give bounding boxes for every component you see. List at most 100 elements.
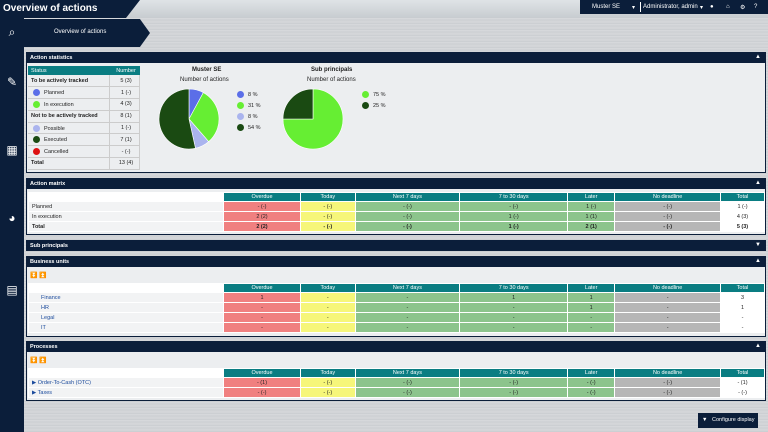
table-cell[interactable]: - (-) — [223, 201, 301, 212]
table-cell[interactable]: - — [719, 312, 766, 323]
table-cell[interactable]: - (-) — [719, 387, 766, 398]
table-cell[interactable]: - (-) — [459, 387, 569, 398]
pie-slice — [282, 88, 314, 120]
table-row: ▶ Taxes - (-) - (-) - (-) - (-) - (-) - (-) - (… — [28, 387, 766, 398]
table-cell[interactable]: - — [459, 302, 569, 313]
table-cell[interactable]: 1 (1) — [567, 211, 616, 222]
table-cell[interactable]: - — [719, 322, 766, 333]
top-bar — [0, 0, 768, 18]
table-cell[interactable]: - (-) — [299, 387, 356, 398]
table-cell[interactable]: 1 — [567, 292, 616, 303]
table-cell[interactable]: - — [223, 302, 301, 313]
table-cell[interactable]: 2 (2) — [223, 211, 301, 222]
column-header: Later — [567, 368, 616, 378]
table-cell[interactable]: 5 (3) — [719, 221, 766, 232]
table-row: HR - - - -1-1 — [28, 302, 766, 313]
home-icon[interactable]: ⌂ — [726, 4, 730, 10]
report-icon[interactable]: ▤ — [6, 283, 18, 297]
table-cell[interactable]: - — [223, 312, 301, 323]
expand-collapse-icons[interactable]: ⏬ ⏫ — [30, 358, 47, 364]
table-cell[interactable]: 2 (2) — [223, 221, 301, 232]
panel-header[interactable]: Action matrix ▲ — [27, 179, 765, 189]
table-cell[interactable]: - (-) — [614, 211, 721, 222]
chevron-up-icon[interactable]: ▲ — [755, 180, 761, 186]
table-cell[interactable]: - (-) — [614, 377, 721, 388]
table-cell[interactable]: - (-) — [354, 211, 461, 222]
table-cell[interactable]: - (-) — [614, 221, 721, 232]
chevron-down-icon[interactable]: ▾ — [700, 5, 704, 11]
table-cell[interactable]: 1 — [567, 302, 616, 313]
chevron-down-icon[interactable]: ▼ — [755, 242, 761, 248]
table-cell[interactable]: - (-) — [614, 201, 721, 212]
table-cell[interactable]: 4 (3) — [719, 211, 766, 222]
table-cell[interactable]: - — [354, 312, 461, 323]
gear-icon[interactable]: ⚙ — [740, 5, 746, 11]
table-cell[interactable]: - — [299, 312, 356, 323]
table-cell[interactable]: - (-) — [567, 377, 616, 388]
table-cell[interactable]: - (-) — [299, 211, 356, 222]
table-cell[interactable]: - — [567, 322, 616, 333]
table-cell[interactable]: - — [354, 292, 461, 303]
panel-header[interactable]: Business units ▲ — [27, 257, 765, 267]
table-cell[interactable]: - (-) — [567, 387, 616, 398]
table-cell[interactable]: - (-) — [354, 387, 461, 398]
expand-icon[interactable]: ▶ — [32, 389, 38, 396]
table-cell[interactable]: 1 (-) — [459, 221, 569, 232]
chevron-up-icon[interactable]: ▲ — [755, 343, 761, 349]
table-cell[interactable]: - — [567, 312, 616, 323]
table-cell[interactable]: 1 — [223, 292, 301, 303]
table-cell[interactable]: 3 — [719, 292, 766, 303]
table-cell[interactable]: 1 — [459, 292, 569, 303]
table-cell[interactable]: - — [354, 322, 461, 333]
table-cell[interactable]: - — [614, 302, 721, 313]
expand-icon[interactable]: ▶ — [32, 379, 38, 386]
table-cell[interactable]: - (-) — [614, 387, 721, 398]
pie-title: Sub principals — [311, 67, 353, 73]
breadcrumb[interactable]: Overview of actions — [24, 19, 150, 47]
table-header: Overdue Today Next 7 days 7 to 30 days Later… — [28, 283, 766, 293]
table-cell[interactable]: - (-) — [459, 377, 569, 388]
table-cell[interactable]: 1 (-) — [567, 201, 616, 212]
edit-document-icon[interactable]: ✎ — [6, 75, 18, 89]
table-cell[interactable]: - (-) — [223, 387, 301, 398]
chevron-down-icon[interactable]: ▾ — [632, 5, 636, 11]
table-cell[interactable]: - — [459, 312, 569, 323]
pie-chart-icon[interactable]: ◕ — [8, 211, 16, 225]
table-cell[interactable]: - — [614, 322, 721, 333]
expand-collapse-icons[interactable]: ⏬ ⏫ — [30, 273, 47, 279]
chevron-up-icon[interactable]: ▲ — [755, 258, 761, 264]
table-cell[interactable]: - — [223, 322, 301, 333]
table-cell[interactable]: - — [299, 322, 356, 333]
legend-item: 8 % — [237, 91, 261, 102]
table-cell[interactable]: - (-) — [354, 377, 461, 388]
table-cell[interactable]: - (-) — [299, 377, 356, 388]
table-cell[interactable]: - — [354, 302, 461, 313]
table-cell[interactable]: 1 (-) — [459, 211, 569, 222]
search-icon[interactable]: ⌕ — [8, 25, 16, 39]
table-cell[interactable]: - (-) — [459, 201, 569, 212]
table-cell[interactable]: - (-) — [354, 221, 461, 232]
tenant-select[interactable]: Muster SE — [592, 4, 621, 10]
table-cell[interactable]: 2 (1) — [567, 221, 616, 232]
table-cell[interactable]: - (1) — [719, 377, 766, 388]
table-cell[interactable]: - — [299, 302, 356, 313]
calendar-icon[interactable]: ▦ — [6, 143, 18, 157]
table-cell[interactable]: 1 — [719, 302, 766, 313]
configure-display-button[interactable]: ▼ Configure display — [698, 413, 758, 428]
table-cell[interactable]: - (1) — [223, 377, 301, 388]
table-cell[interactable]: - (-) — [354, 201, 461, 212]
table-cell[interactable]: - — [459, 322, 569, 333]
table-cell[interactable]: - — [614, 292, 721, 303]
chevron-up-icon[interactable]: ▲ — [755, 54, 761, 60]
table-cell[interactable]: 1 (-) — [719, 201, 766, 212]
user-menu[interactable]: Administrator, admin — [643, 4, 698, 10]
user-icon[interactable]: ● — [710, 4, 714, 10]
help-icon[interactable]: ? — [754, 4, 758, 10]
table-cell[interactable]: - (-) — [299, 221, 356, 232]
panel-header[interactable]: Sub principals ▼ — [27, 241, 765, 251]
table-cell[interactable]: - — [614, 312, 721, 323]
panel-header[interactable]: Action statistics ▲ — [27, 53, 765, 63]
panel-header[interactable]: Processes ▲ — [27, 342, 765, 352]
table-cell[interactable]: - (-) — [299, 201, 356, 212]
table-cell[interactable]: - — [299, 292, 356, 303]
